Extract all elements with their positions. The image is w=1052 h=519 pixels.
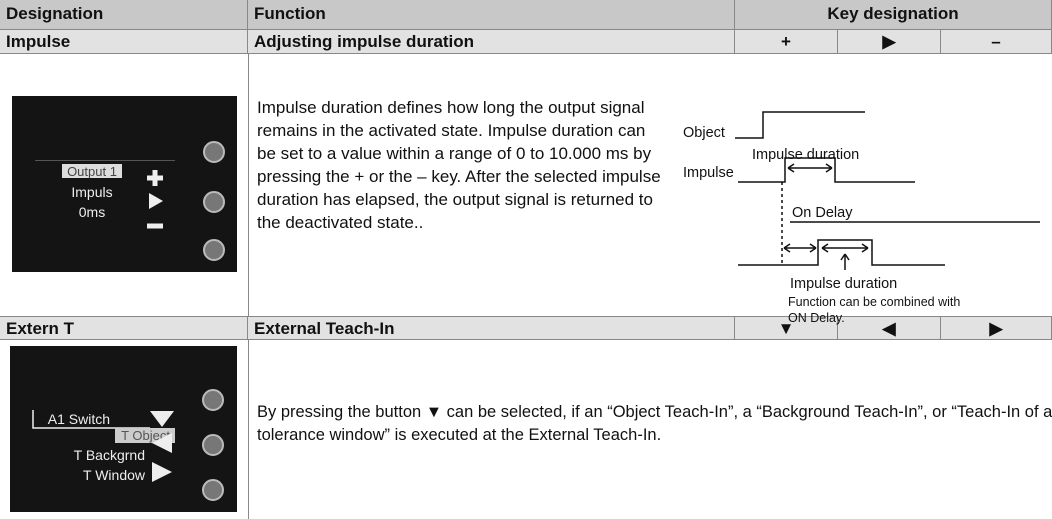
display-text: T Window	[83, 467, 146, 483]
display-text: T Backgrnd	[74, 447, 145, 463]
description: Impulse duration defines how long the ou…	[257, 98, 661, 232]
key: +	[735, 30, 838, 54]
key: ◀	[838, 316, 941, 340]
diagram-label: Impulse	[683, 165, 734, 181]
icon	[150, 411, 174, 427]
icon	[152, 433, 172, 453]
diagram-label: Object	[683, 125, 725, 141]
display-text: T Object	[121, 428, 170, 443]
diagram-label: Impulse duration	[752, 147, 859, 163]
header-cell: Designation	[0, 0, 248, 30]
icon	[147, 170, 163, 186]
designation: Impulse	[0, 30, 248, 54]
display-text: A1 Switch	[48, 411, 110, 427]
buttons	[202, 389, 224, 501]
highlight	[62, 164, 122, 178]
diagram-label: Impulse duration	[790, 276, 897, 292]
key: –	[941, 30, 1052, 54]
diagram-note: Function can be combined with ON Delay.	[788, 295, 961, 325]
key: ▶	[838, 30, 941, 54]
display-text: Impuls	[71, 184, 112, 200]
header-cell: Function	[248, 0, 735, 30]
timing-diagram	[735, 111, 1040, 270]
buttons	[203, 141, 225, 261]
key: ▶	[941, 316, 1052, 340]
display-text: 0ms	[79, 204, 105, 220]
designation: Extern T	[0, 316, 248, 340]
note-box: Function can be combined with ON Delay.	[788, 295, 961, 325]
description: By pressing the button ▼ can be selected…	[257, 403, 1052, 444]
icon	[149, 193, 163, 209]
diagram-label: On Delay	[792, 205, 853, 221]
function: External Teach-In	[248, 316, 735, 340]
device-panel	[12, 96, 237, 272]
icon	[152, 462, 172, 482]
function: Adjusting impulse duration	[248, 30, 735, 54]
key: ▼	[735, 316, 838, 340]
display-text: Output 1	[67, 164, 117, 179]
